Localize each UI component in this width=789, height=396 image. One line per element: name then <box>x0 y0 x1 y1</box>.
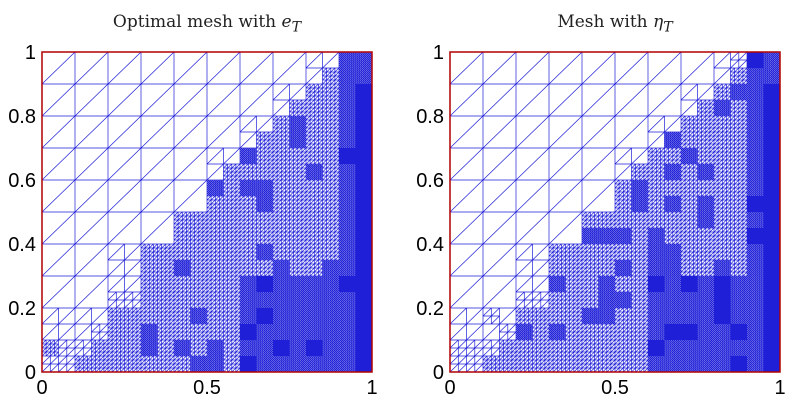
left-y-tick-02: 0.2 <box>8 298 36 320</box>
mesh-triangles <box>41 51 373 373</box>
left-y-tick-0: 0 <box>25 362 36 384</box>
left-mesh <box>41 51 373 373</box>
left-panel-title: Optimal mesh with eT <box>112 12 302 36</box>
left-y-tick-08: 0.8 <box>8 106 36 128</box>
right-x-tick-1: 1 <box>774 377 785 396</box>
right-y-tick-08: 0.8 <box>416 106 444 128</box>
right-title-symbol: η <box>653 12 664 32</box>
left-plot-frame <box>41 51 373 373</box>
right-y-tick-04: 0.4 <box>416 234 444 256</box>
right-mesh-plot: 0 0.5 1 0 0.2 0.4 0.6 0.8 1 <box>416 42 785 396</box>
right-panel-title: Mesh with ηT <box>557 12 673 36</box>
right-y-tick-02: 0.2 <box>416 298 444 320</box>
left-title-subscript: T <box>291 19 302 36</box>
left-y-tick-06: 0.6 <box>8 170 36 192</box>
left-y-tick-1: 1 <box>25 42 36 64</box>
right-panel: Mesh with ηT 0 0.5 1 0 0.2 0.4 0.6 0.8 1 <box>408 0 789 396</box>
right-plot-frame <box>449 51 781 373</box>
left-title-symbol: e <box>281 12 292 32</box>
right-x-tick-05: 0.5 <box>601 377 629 396</box>
left-x-tick-0: 0 <box>36 377 47 396</box>
left-y-tick-04: 0.4 <box>8 234 36 256</box>
right-x-tick-0: 0 <box>444 377 455 396</box>
left-mesh-plot: 0 0.5 1 0 0.2 0.4 0.6 0.8 1 <box>8 42 377 396</box>
mesh-triangles <box>449 51 781 373</box>
left-x-tick-05: 0.5 <box>193 377 221 396</box>
right-y-tick-06: 0.6 <box>416 170 444 192</box>
right-y-tick-1: 1 <box>433 42 444 64</box>
right-y-tick-0: 0 <box>433 362 444 384</box>
right-title-subscript: T <box>663 19 673 36</box>
right-mesh <box>449 51 781 373</box>
left-panel: Optimal mesh with eT 0 0.5 1 0 0.2 0.4 0… <box>0 0 394 396</box>
left-x-tick-1: 1 <box>366 377 377 396</box>
